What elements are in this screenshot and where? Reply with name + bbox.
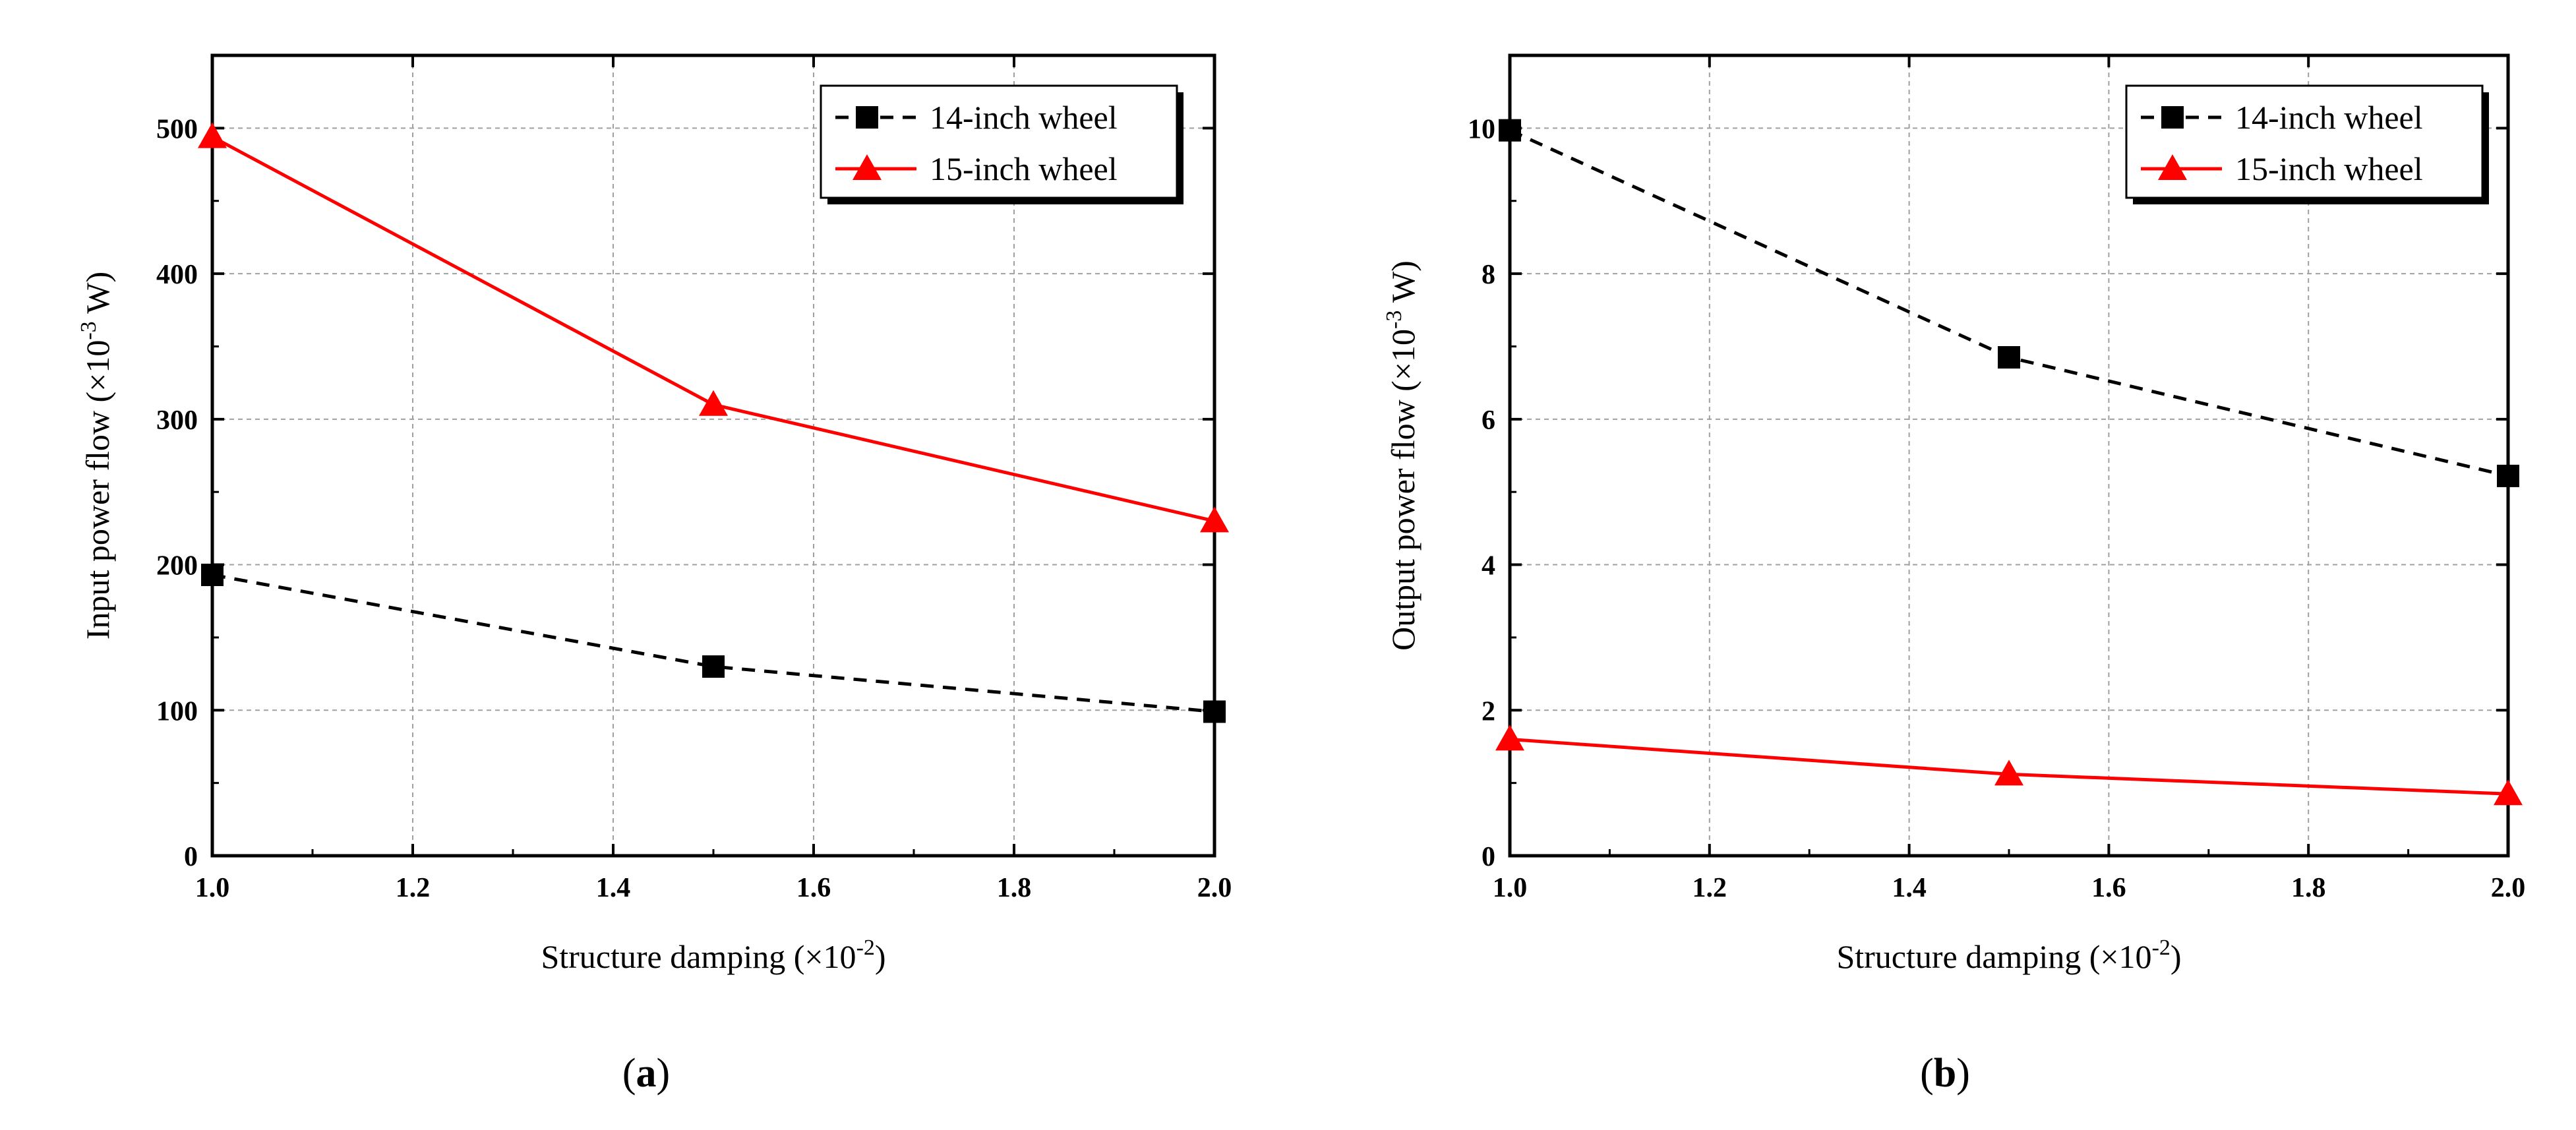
chart-b-legend-label-2: 15-inch wheel bbox=[2235, 150, 2423, 187]
chart-b-y-axis-label: Output power flow (×10-3 W) bbox=[1382, 260, 1422, 651]
chart-b-series-2-point bbox=[2494, 779, 2523, 806]
chart-b-x-tick-label: 1.6 bbox=[2091, 873, 2126, 903]
chart-a-series-2-point bbox=[699, 390, 728, 416]
chart-b-x-axis-label-exp: -2 bbox=[2152, 936, 2171, 960]
chart-a-series-1-point bbox=[1203, 700, 1226, 723]
chart-a-series-1 bbox=[201, 563, 1226, 723]
chart-a-x-tick-label: 1.6 bbox=[796, 873, 831, 903]
chart-a-series-1-point bbox=[201, 563, 224, 586]
chart-b-legend-marker-2 bbox=[2158, 154, 2187, 180]
chart-a-x-axis-label-text: Structure damping (×10 bbox=[541, 938, 856, 975]
chart-b-y-tick-label: 8 bbox=[1482, 260, 1495, 290]
chart-b-y-axis-label-close: W) bbox=[1385, 260, 1422, 310]
chart-b-series-1-point bbox=[1998, 346, 2020, 369]
chart-a-series-2-point bbox=[1200, 506, 1229, 533]
chart-a-panel-label-open: ( bbox=[622, 1051, 636, 1096]
chart-b-x-axis-label-text: Structure damping (×10 bbox=[1836, 938, 2151, 975]
chart-b-y-tick-label: 6 bbox=[1482, 405, 1495, 436]
chart-a-y-axis-label-close: W) bbox=[79, 272, 116, 321]
chart-a-y-tick-label: 100 bbox=[156, 696, 198, 727]
chart-a-panel-label: (a) bbox=[622, 1051, 670, 1096]
chart-a-series-2-point bbox=[198, 122, 227, 148]
chart-a-legend-label-2: 15-inch wheel bbox=[930, 150, 1118, 187]
chart-b-y-tick-label: 0 bbox=[1482, 842, 1495, 872]
chart-b-x-tick-label: 2.0 bbox=[2491, 873, 2526, 903]
chart-a-legend-marker-1 bbox=[856, 106, 878, 129]
chart-b-series-1 bbox=[1499, 119, 2519, 487]
chart-b-series-1-point bbox=[2497, 464, 2519, 487]
chart-a-panel-label-close: ) bbox=[657, 1051, 671, 1096]
chart-a-series-1-line bbox=[212, 573, 1215, 713]
chart-a-legend-label-1: 14-inch wheel bbox=[930, 99, 1118, 136]
chart-b-series-2 bbox=[1495, 725, 2523, 806]
chart-a: 1.0 1.2 1.4 1.6 1.8 2.0 0 100 200 300 400 500 Struct… bbox=[76, 53, 1232, 1096]
chart-a-series-1-point bbox=[702, 655, 725, 678]
chart-a-y-tick-label: 500 bbox=[156, 114, 198, 144]
chart-a-series-2 bbox=[198, 122, 1229, 533]
chart-a-y-tick-label: 300 bbox=[156, 405, 198, 436]
chart-b: 1.0 1.2 1.4 1.6 1.8 2.0 0 2 4 6 8 10 Structure dampi… bbox=[1382, 53, 2526, 1096]
chart-b-y-axis-label-text: Output power flow (×10 bbox=[1385, 329, 1422, 651]
chart-b-panel-label-close: ) bbox=[1956, 1051, 1970, 1096]
chart-b-y-tick-label: 4 bbox=[1482, 551, 1495, 581]
chart-a-y-tick-label: 200 bbox=[156, 551, 198, 581]
chart-b-x-axis-label-close: ) bbox=[2171, 938, 2182, 975]
chart-b-panel-label-letter: b bbox=[1934, 1051, 1956, 1096]
chart-b-series-2-point bbox=[1495, 725, 1524, 751]
chart-a-y-tick-label: 400 bbox=[156, 260, 198, 290]
chart-a-y-tick-label: 0 bbox=[184, 842, 198, 872]
chart-a-x-axis-label: Structure damping (×10-2) bbox=[541, 936, 885, 975]
chart-a-x-tick-label: 1.8 bbox=[997, 873, 1032, 903]
chart-b-y-axis-label-exp: -3 bbox=[1382, 311, 1406, 329]
chart-b-x-tick-label: 1.2 bbox=[1692, 873, 1727, 903]
chart-a-y-axis-label-exp: -3 bbox=[76, 321, 101, 340]
chart-b-x-tick-label: 1.8 bbox=[2291, 873, 2326, 903]
chart-b-x-axis-label: Structure damping (×10-2) bbox=[1836, 936, 2181, 975]
chart-a-legend-marker-2 bbox=[853, 154, 882, 180]
chart-a-x-axis-label-close: ) bbox=[875, 938, 886, 975]
chart-b-y-tick-label: 10 bbox=[1468, 114, 1495, 144]
chart-b-legend-marker-1 bbox=[2161, 106, 2184, 129]
chart-b-x-tick-label: 1.4 bbox=[1892, 873, 1927, 903]
chart-a-y-axis-label: Input power flow (×10-3 W) bbox=[76, 272, 116, 639]
chart-a-x-axis-label-exp: -2 bbox=[856, 936, 875, 960]
chart-b-panel-label: (b) bbox=[1920, 1051, 1970, 1096]
chart-a-panel-label-letter: a bbox=[636, 1051, 657, 1096]
chart-b-legend-label-1: 14-inch wheel bbox=[2235, 99, 2423, 136]
chart-b-legend: 14-inch wheel 15-inch wheel bbox=[2125, 84, 2489, 204]
chart-b-y-tick-label: 2 bbox=[1482, 696, 1495, 727]
chart-a-y-axis-label-text: Input power flow (×10 bbox=[79, 340, 116, 640]
chart-a-x-tick-label: 1.2 bbox=[396, 873, 431, 903]
chart-a-x-tick-label: 1.0 bbox=[195, 873, 230, 903]
chart-a-legend: 14-inch wheel 15-inch wheel bbox=[820, 84, 1183, 204]
chart-b-panel-label-open: ( bbox=[1920, 1051, 1934, 1096]
chart-a-x-tick-label: 2.0 bbox=[1197, 873, 1232, 903]
chart-a-x-tick-label: 1.4 bbox=[596, 873, 631, 903]
chart-b-series-1-point bbox=[1499, 119, 1521, 142]
chart-b-x-tick-label: 1.0 bbox=[1493, 873, 1528, 903]
chart-b-series-2-point bbox=[1994, 759, 2023, 786]
